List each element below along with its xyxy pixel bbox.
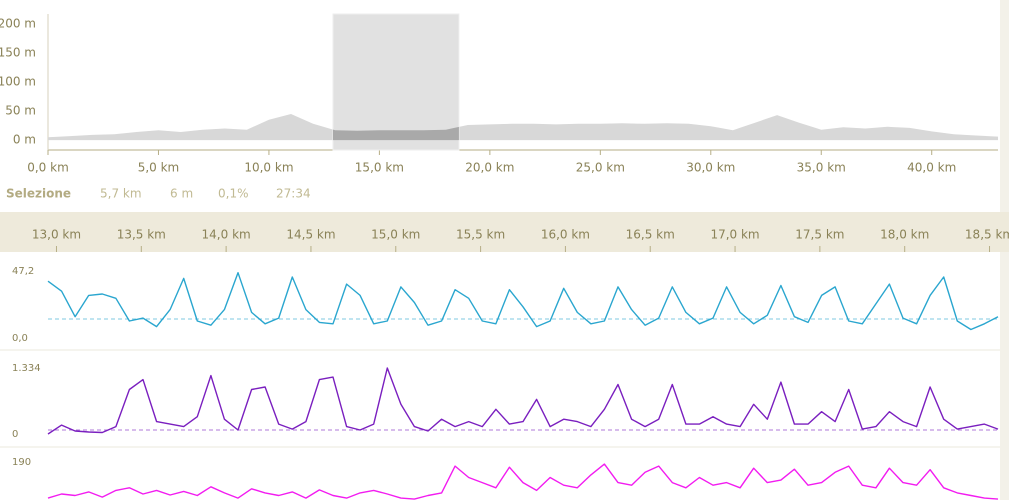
x-tick-label: 17,0 km — [710, 228, 759, 242]
selection-stat: 27:34 — [276, 187, 311, 201]
x-tick-label: 15,0 km — [355, 161, 404, 175]
x-tick-label: 15,0 km — [371, 228, 420, 242]
selection-stat: 5,7 km — [100, 187, 142, 201]
x-tick-label: 14,0 km — [202, 228, 251, 242]
elevation-area — [48, 114, 998, 141]
x-tick-label: 25,0 km — [576, 161, 625, 175]
y-tick-label: 0,0 — [12, 333, 28, 344]
trace — [47, 463, 999, 500]
x-tick-label: 16,0 km — [541, 228, 590, 242]
x-tick-label: 10,0 km — [244, 161, 293, 175]
y-tick-label: 47,2 — [12, 266, 34, 277]
y-tick-label: 0 — [12, 429, 18, 440]
y-tick-label: 50 m — [5, 104, 36, 118]
x-tick-label: 17,5 km — [795, 228, 844, 242]
x-tick-label: 40,0 km — [907, 161, 956, 175]
x-tick-label: 15,5 km — [456, 228, 505, 242]
y-tick-label: 100 m — [0, 75, 36, 89]
y-tick-label: 150 m — [0, 45, 36, 59]
x-tick-label: 16,5 km — [626, 228, 675, 242]
y-tick-label: 200 m — [0, 16, 36, 30]
y-tick-label: 0 m — [13, 133, 36, 147]
x-tick-label: 5,0 km — [138, 161, 180, 175]
y-tick-label: 1.334 — [12, 363, 41, 374]
x-tick-label: 18,0 km — [880, 228, 929, 242]
trace — [47, 367, 999, 435]
selection-stat: 6 m — [170, 187, 193, 201]
selection-stat: 0,1% — [218, 187, 249, 201]
x-tick-label: 18,5 km — [965, 228, 1009, 242]
x-tick-label: 35,0 km — [797, 161, 846, 175]
y-tick-label: 190 — [12, 457, 31, 468]
x-tick-label: 13,5 km — [117, 228, 166, 242]
detail-axis-band — [0, 212, 1009, 252]
x-tick-label: 0,0 km — [27, 161, 69, 175]
selection-window — [332, 13, 460, 151]
x-tick-label: 20,0 km — [465, 161, 514, 175]
selected-elevation — [333, 126, 459, 141]
trace — [47, 272, 999, 331]
x-tick-label: 13,0 km — [32, 228, 81, 242]
x-tick-label: 30,0 km — [686, 161, 735, 175]
selection-label: Selezione — [6, 187, 71, 201]
x-tick-label: 14,5 km — [286, 228, 335, 242]
